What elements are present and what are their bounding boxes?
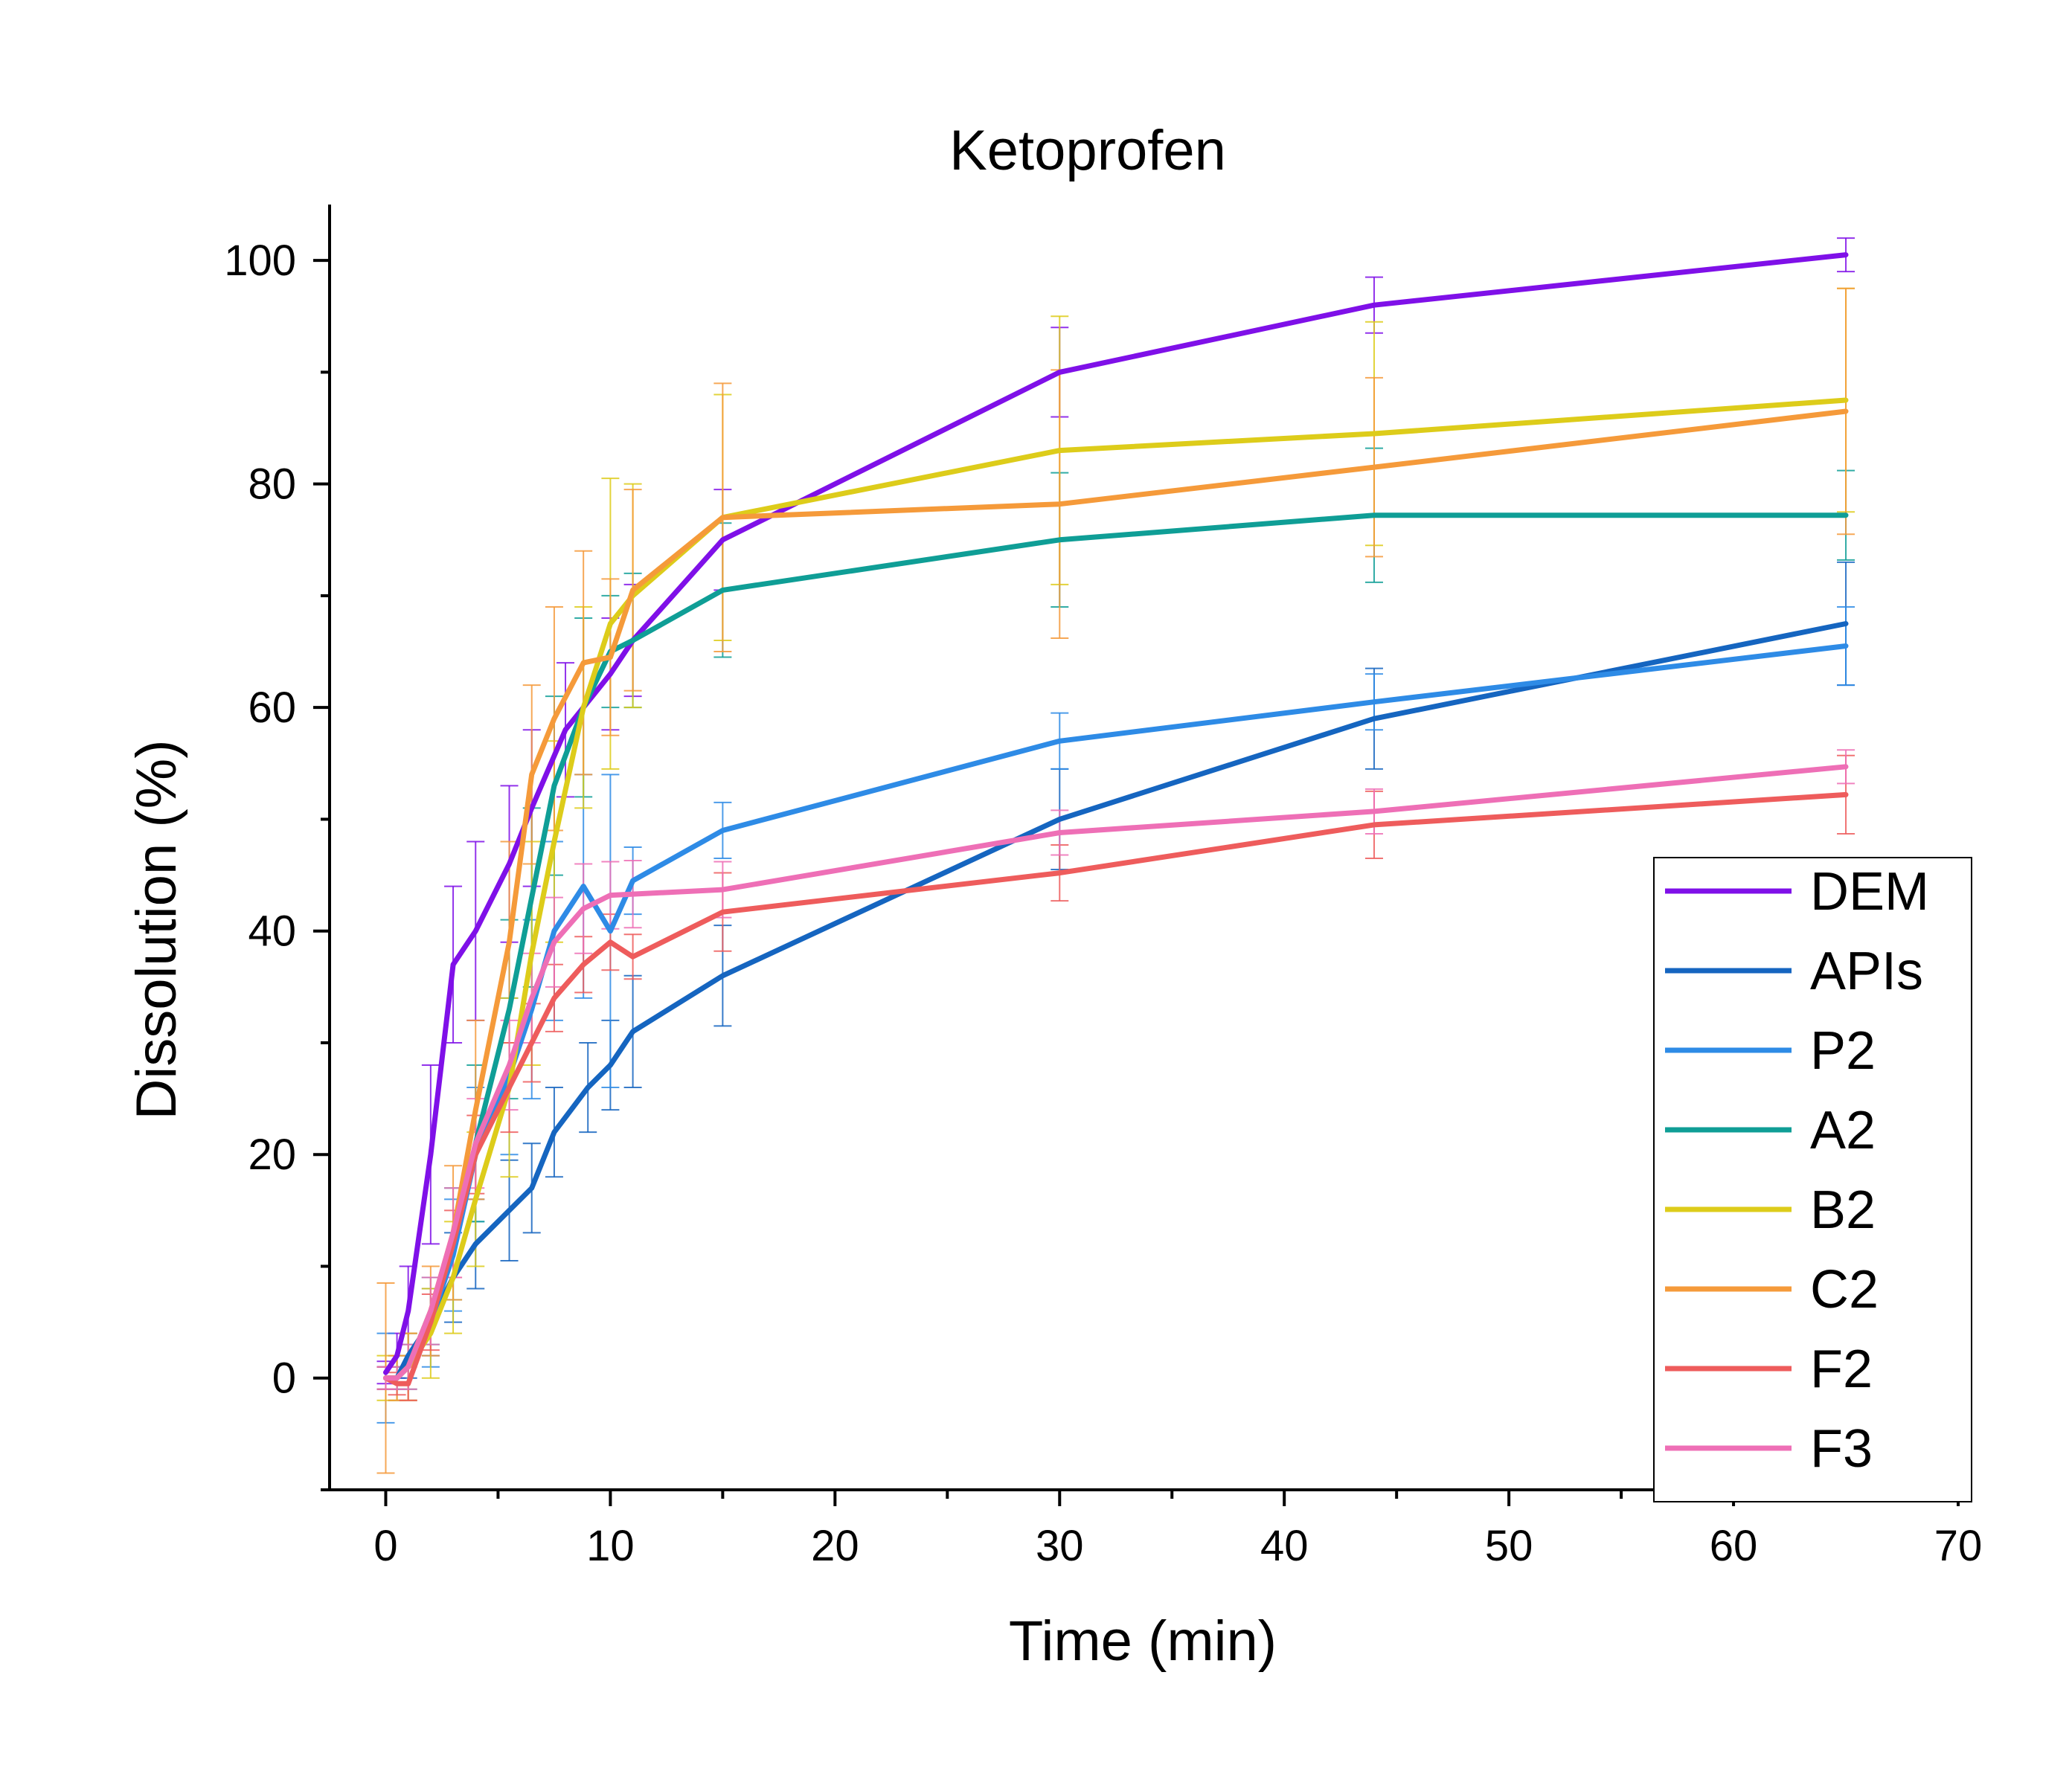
chart-title: Ketoprofen bbox=[949, 119, 1226, 182]
x-tick-label: 0 bbox=[373, 1522, 397, 1570]
series-line-apis bbox=[383, 621, 1849, 1381]
y-tick-label: 0 bbox=[272, 1354, 296, 1403]
x-tick-label: 10 bbox=[586, 1522, 635, 1570]
x-axis-title: Time (min) bbox=[1009, 1610, 1277, 1673]
x-tick-label: 70 bbox=[1934, 1522, 1983, 1570]
series-line-c2 bbox=[383, 408, 1849, 1381]
y-tick-label: 100 bbox=[224, 237, 296, 285]
x-tick-label: 40 bbox=[1260, 1522, 1309, 1570]
axes-layer: 0 10 20 30 40 50 60 70 0 20 40 60 80 100 bbox=[224, 205, 1982, 1570]
series-line-f2 bbox=[383, 791, 1849, 1386]
series-line-dem bbox=[383, 252, 1849, 1375]
legend-label: B2 bbox=[1810, 1180, 1876, 1240]
legend-label: F2 bbox=[1810, 1340, 1873, 1399]
series-f3 bbox=[376, 749, 1856, 1390]
series-line-f3 bbox=[383, 764, 1849, 1381]
series-line-p2 bbox=[383, 643, 1849, 1381]
y-tick-label: 40 bbox=[248, 907, 296, 956]
legend-label: APIs bbox=[1810, 942, 1923, 1001]
series-line-b2 bbox=[383, 397, 1849, 1381]
y-axis-title: Dissolution (%) bbox=[125, 739, 188, 1119]
legend-box bbox=[1653, 857, 1972, 1502]
series-layer bbox=[376, 237, 1856, 1474]
x-tick-label: 50 bbox=[1485, 1522, 1533, 1570]
y-tick-label: 80 bbox=[248, 460, 296, 509]
y-tick-label: 60 bbox=[248, 684, 296, 732]
series-b2 bbox=[376, 287, 1856, 1401]
legend-label: DEM bbox=[1810, 862, 1929, 922]
legend-label: C2 bbox=[1810, 1260, 1879, 1319]
series-c2 bbox=[376, 287, 1856, 1474]
legend-label: F3 bbox=[1810, 1419, 1873, 1479]
legend-label: A2 bbox=[1810, 1101, 1876, 1160]
x-tick-label: 60 bbox=[1710, 1522, 1758, 1570]
y-tick-label: 20 bbox=[248, 1131, 296, 1179]
x-tick-label: 30 bbox=[1036, 1522, 1084, 1570]
x-tick-label: 20 bbox=[811, 1522, 859, 1570]
series-p2 bbox=[376, 605, 1856, 1424]
series-a2 bbox=[376, 447, 1856, 1390]
legend: DEM APIs P2 A2 B2 C2 F2 F3 bbox=[1653, 857, 1972, 1502]
legend-label: P2 bbox=[1810, 1021, 1876, 1081]
